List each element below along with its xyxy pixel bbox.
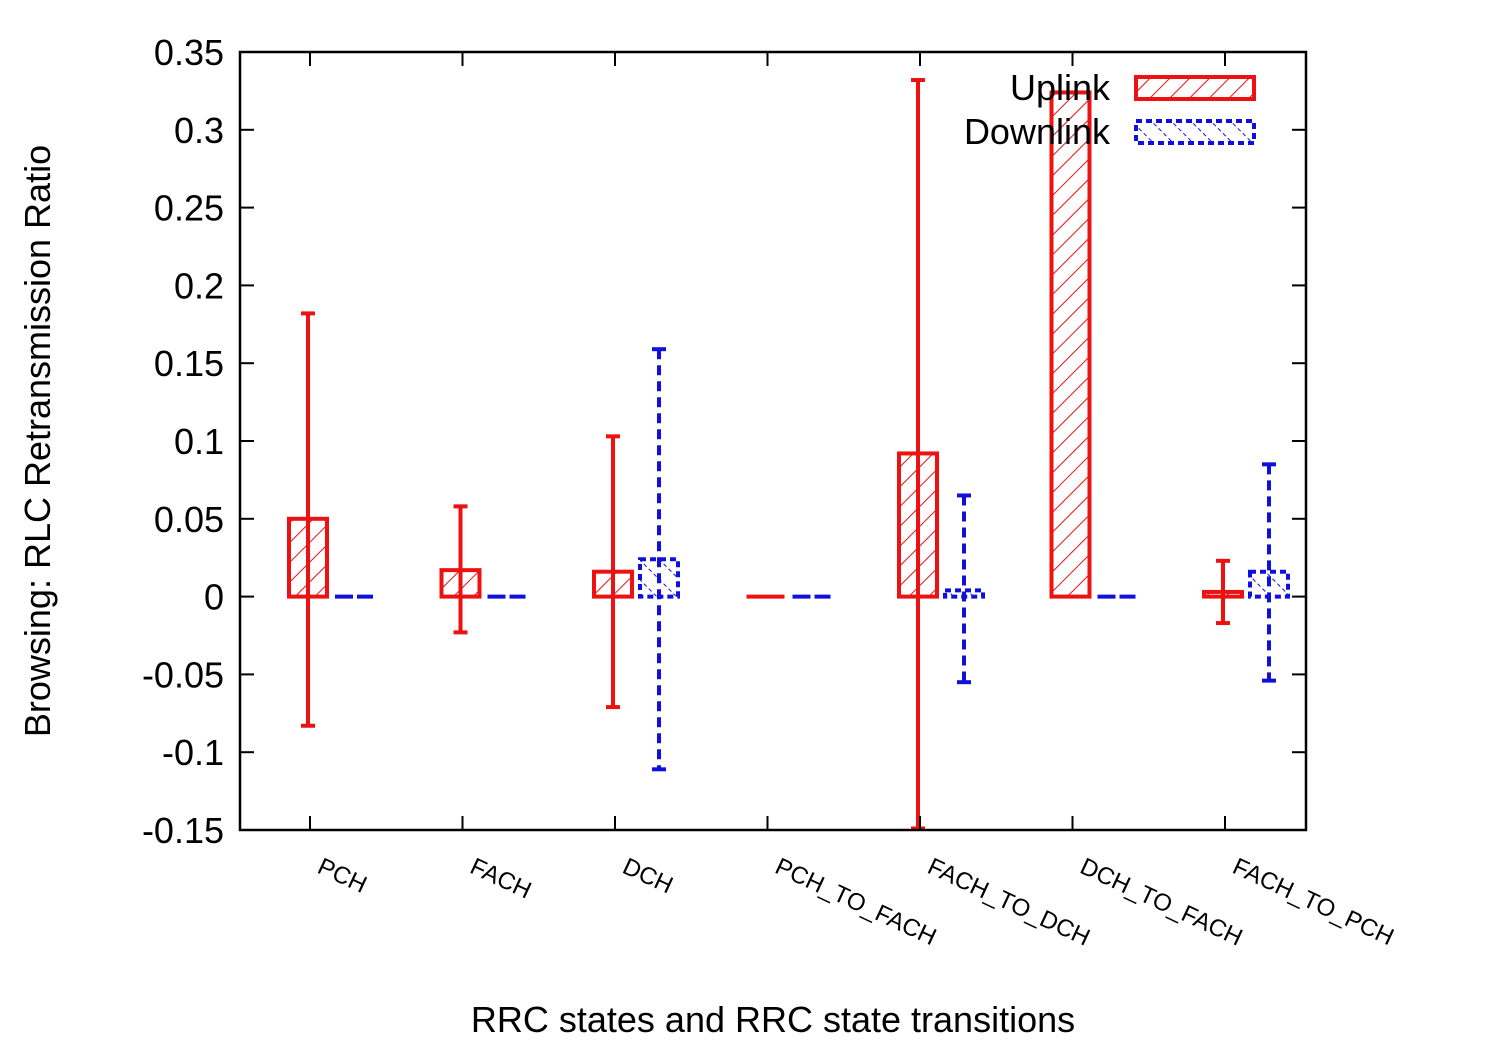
x-tick-label: FACH	[466, 853, 535, 905]
y-tick-label: 0	[204, 577, 224, 618]
y-tick-label: 0.25	[154, 188, 224, 229]
legend-label: Uplink	[1010, 67, 1111, 108]
y-tick-label: -0.05	[142, 654, 224, 695]
y-tick-label: 0.15	[154, 343, 224, 384]
y-tick-label: -0.1	[162, 732, 224, 773]
legend-swatch-downlink	[1134, 119, 1256, 145]
y-tick-label: 0.35	[154, 32, 224, 73]
x-tick-label: FACH_TO_PCH	[1228, 853, 1397, 951]
x-tick-label: DCH	[618, 853, 677, 899]
y-tick-label: 0.2	[174, 265, 224, 306]
x-tick-label: PCH	[313, 853, 370, 899]
x-axis-label: RRC states and RRC state transitions	[471, 999, 1075, 1040]
x-tick-label: FACH_TO_DCH	[923, 853, 1094, 952]
y-axis-label: Browsing: RLC Retransmission Ratio	[17, 145, 58, 737]
legend-label: Downlink	[964, 111, 1111, 152]
y-tick-label: 0.3	[174, 110, 224, 151]
legend-swatch-uplink	[1134, 75, 1256, 101]
x-tick-label: DCH_TO_FACH	[1076, 853, 1247, 952]
y-tick-label: 0.1	[174, 421, 224, 462]
y-tick-label: 0.05	[154, 499, 224, 540]
uplink-bar	[1049, 90, 1092, 599]
plot-frame	[238, 50, 1308, 832]
x-tick-label: PCH_TO_FACH	[771, 853, 940, 951]
y-tick-label: -0.15	[142, 810, 224, 851]
